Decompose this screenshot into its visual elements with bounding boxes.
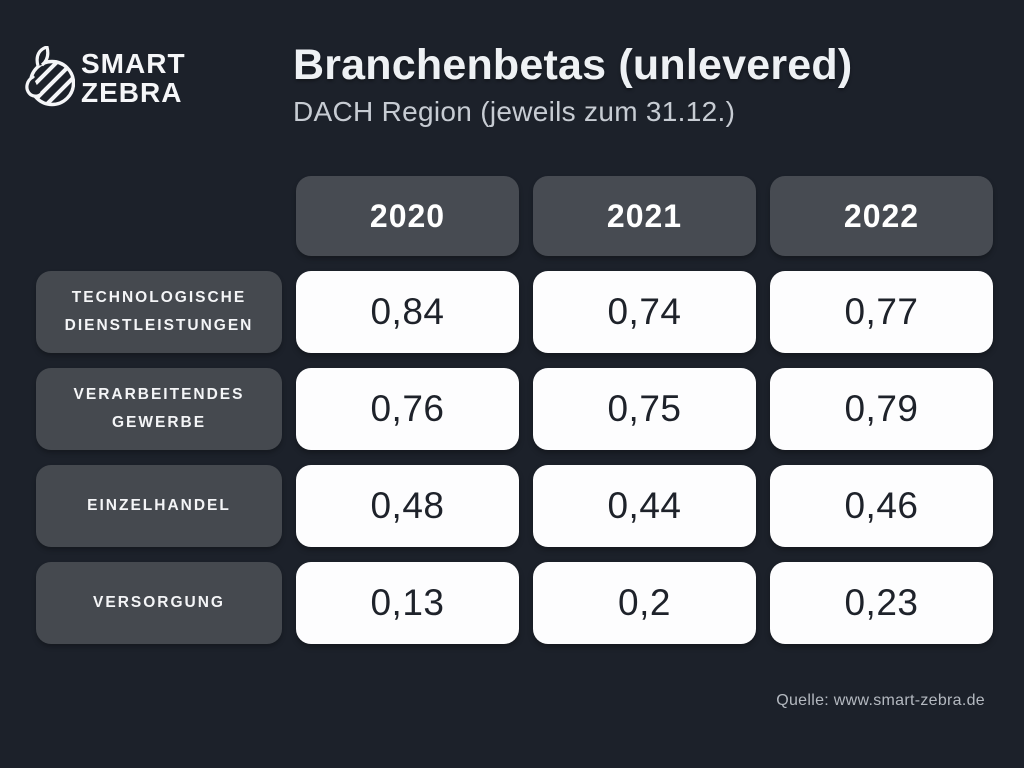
logo-wordmark: SMART ZEBRA xyxy=(81,49,186,107)
year-header-2021: 2021 xyxy=(533,176,756,256)
beta-table: 2020 2021 2022 TECHNOLOGISCHE DIENSTLEIS… xyxy=(36,176,993,644)
value-cell: 0,77 xyxy=(770,271,993,353)
value-cell: 0,23 xyxy=(770,562,993,644)
value-cell: 0,44 xyxy=(533,465,756,547)
source-note: Quelle: www.smart-zebra.de xyxy=(776,692,985,709)
row-label-technologische-dienstleistungen: TECHNOLOGISCHE DIENSTLEISTUNGEN xyxy=(36,271,282,353)
logo-word-smart: SMART xyxy=(81,48,186,79)
page-subtitle: DACH Region (jeweils zum 31.12.) xyxy=(293,96,736,128)
year-header-2020: 2020 xyxy=(296,176,519,256)
smart-zebra-logo: SMART ZEBRA xyxy=(25,46,186,110)
row-label-einzelhandel: EINZELHANDEL xyxy=(36,465,282,547)
value-cell: 0,46 xyxy=(770,465,993,547)
value-cell: 0,2 xyxy=(533,562,756,644)
value-cell: 0,79 xyxy=(770,368,993,450)
value-cell: 0,74 xyxy=(533,271,756,353)
row-label-verarbeitendes-gewerbe: VERARBEITENDES GEWERBE xyxy=(36,368,282,450)
zebra-head-icon xyxy=(25,46,75,107)
logo-word-zebra: ZEBRA xyxy=(81,77,183,108)
value-cell: 0,76 xyxy=(296,368,519,450)
value-cell: 0,48 xyxy=(296,465,519,547)
value-cell: 0,75 xyxy=(533,368,756,450)
title-block: Branchenbetas (unlevered) DACH Region (j… xyxy=(293,41,853,128)
page-title: Branchenbetas (unlevered) xyxy=(293,41,853,89)
row-label-versorgung: VERSORGUNG xyxy=(36,562,282,644)
year-header-2022: 2022 xyxy=(770,176,993,256)
value-cell: 0,13 xyxy=(296,562,519,644)
value-cell: 0,84 xyxy=(296,271,519,353)
table-corner-spacer xyxy=(36,176,282,256)
